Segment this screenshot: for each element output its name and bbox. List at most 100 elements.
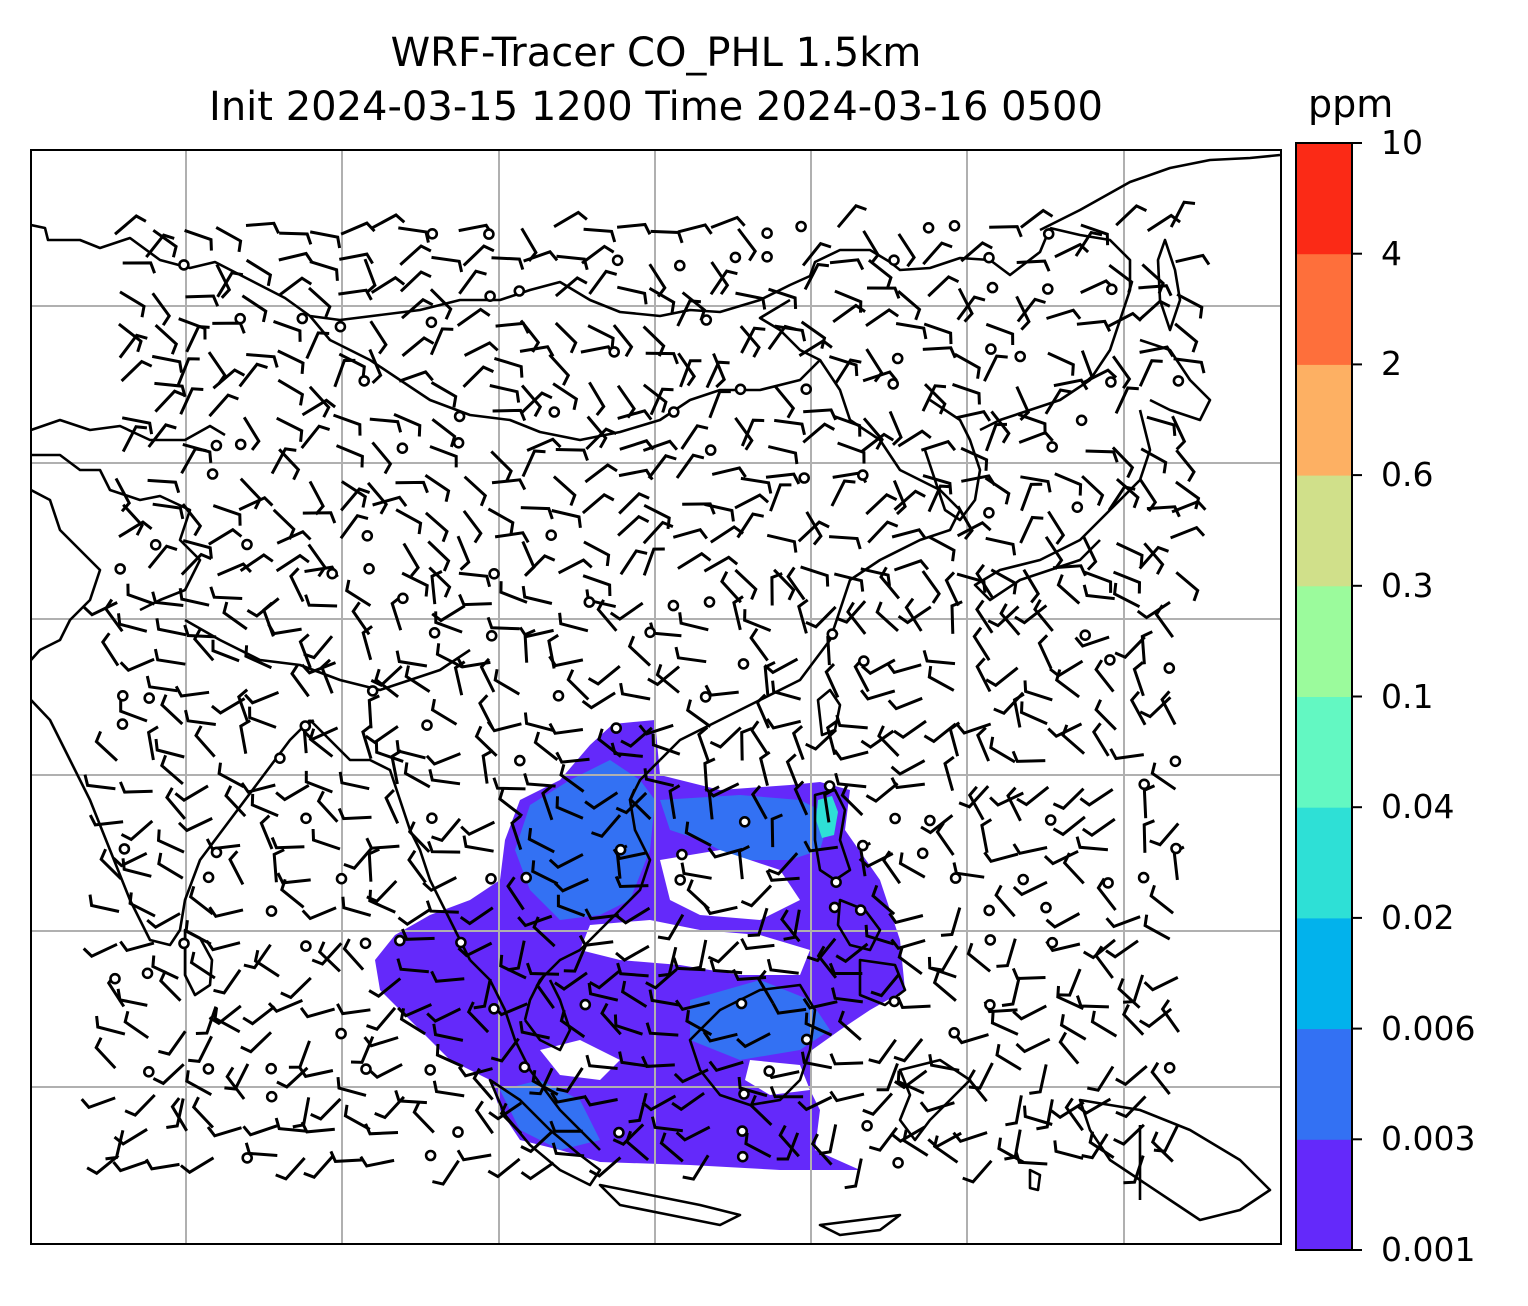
wind-barb [984, 476, 1011, 505]
calm-wind-marker [611, 254, 624, 267]
wind-barb [645, 351, 679, 365]
colorbar-tick-label: 0.006 [1381, 1008, 1476, 1048]
wind-barb [1149, 822, 1180, 847]
wind-barb [919, 1101, 955, 1113]
wind-barb [208, 393, 239, 418]
calm-wind-marker [452, 436, 465, 449]
calm-wind-marker [326, 567, 339, 580]
wind-barb [1082, 938, 1116, 960]
wind-barb [957, 287, 974, 323]
wind-barb [897, 233, 916, 268]
wind-barb [1049, 659, 1084, 678]
wind-barb [112, 1160, 148, 1173]
colorbar [1295, 142, 1362, 1251]
wind-barb [989, 225, 1023, 238]
calm-wind-marker [703, 596, 716, 608]
wind-barb [154, 381, 187, 398]
calm-wind-marker [736, 1125, 749, 1137]
wind-barb [531, 1069, 559, 1096]
wind-barb [1107, 485, 1136, 512]
wind-barb [876, 1062, 899, 1092]
wind-barb [920, 439, 957, 452]
wind-barb [679, 359, 702, 388]
wind-barb [968, 1062, 994, 1090]
wind-barb [238, 362, 268, 388]
wind-barb [642, 325, 666, 357]
wind-barb [990, 1011, 1019, 1036]
wind-barb [904, 597, 923, 632]
wind-barb [921, 570, 941, 604]
wind-barb [879, 566, 901, 600]
calm-wind-marker [1042, 283, 1054, 295]
wind-barb [401, 928, 435, 941]
wind-barb [801, 241, 832, 267]
wind-barb [243, 943, 272, 970]
calm-wind-marker [984, 998, 996, 1011]
wind-barb [117, 322, 143, 353]
wind-barb [1138, 545, 1170, 570]
calm-wind-marker [488, 567, 500, 580]
coast-timor [818, 1213, 902, 1237]
wind-barb [95, 1015, 126, 1036]
wind-barb [237, 688, 250, 724]
wind-barb [996, 938, 1017, 968]
wind-barb [119, 657, 155, 672]
wind-barb [1175, 449, 1196, 483]
wind-barb [309, 230, 342, 249]
calm-wind-marker [729, 251, 742, 264]
wind-barb [890, 759, 926, 776]
wind-barb [335, 444, 364, 468]
wind-barb [120, 359, 153, 383]
wind-barb [551, 509, 582, 528]
colorbar-tick-label: 0.04 [1381, 787, 1455, 827]
wind-barb [152, 229, 178, 258]
wind-barb [431, 817, 462, 843]
wind-barb [1138, 478, 1158, 513]
wind-barb [888, 410, 903, 446]
calm-wind-marker [265, 1090, 278, 1103]
wind-barb [1019, 515, 1044, 544]
wind-barb [259, 814, 274, 850]
wind-barb [704, 684, 739, 697]
wind-barb [837, 441, 866, 464]
wind-barb [837, 1010, 862, 1041]
wind-barb [1090, 1010, 1118, 1038]
wind-barb [299, 1007, 336, 1019]
wind-barb [952, 1131, 988, 1144]
wind-barb [710, 215, 746, 229]
wind-barb [566, 669, 590, 701]
wind-barb [156, 829, 185, 854]
wind-barb [588, 968, 622, 990]
wind-barb [638, 723, 674, 736]
colorbar-segment [1296, 1028, 1352, 1140]
wind-barb [364, 725, 399, 745]
wind-barb [1143, 914, 1171, 941]
wind-barb [120, 819, 154, 842]
wind-barb [810, 1133, 833, 1166]
calm-wind-marker [548, 406, 561, 418]
calm-wind-marker [421, 719, 433, 732]
wind-barb [677, 551, 712, 570]
wind-barb [559, 763, 585, 793]
wind-barb [618, 1051, 650, 1068]
calm-wind-marker [143, 692, 155, 704]
wind-barb [113, 1128, 148, 1146]
wind-barb [559, 1009, 586, 1039]
calm-wind-marker [424, 1064, 437, 1076]
wind-barb [1015, 1037, 1051, 1054]
wind-barb [267, 999, 303, 1013]
wind-barb [581, 244, 615, 265]
wind-barb [887, 696, 923, 711]
wind-barb [1054, 472, 1083, 496]
wind-barb [552, 475, 577, 507]
wind-barb [709, 726, 742, 749]
wind-barb [831, 987, 863, 1004]
wind-barb [927, 484, 952, 513]
wind-barb [337, 807, 372, 821]
wind-barb [179, 387, 204, 415]
wind-barb [340, 487, 371, 512]
wind-barb [181, 503, 203, 537]
colorbar-segment [1296, 475, 1352, 587]
wind-barb [1043, 849, 1079, 866]
calm-wind-marker [986, 281, 999, 294]
